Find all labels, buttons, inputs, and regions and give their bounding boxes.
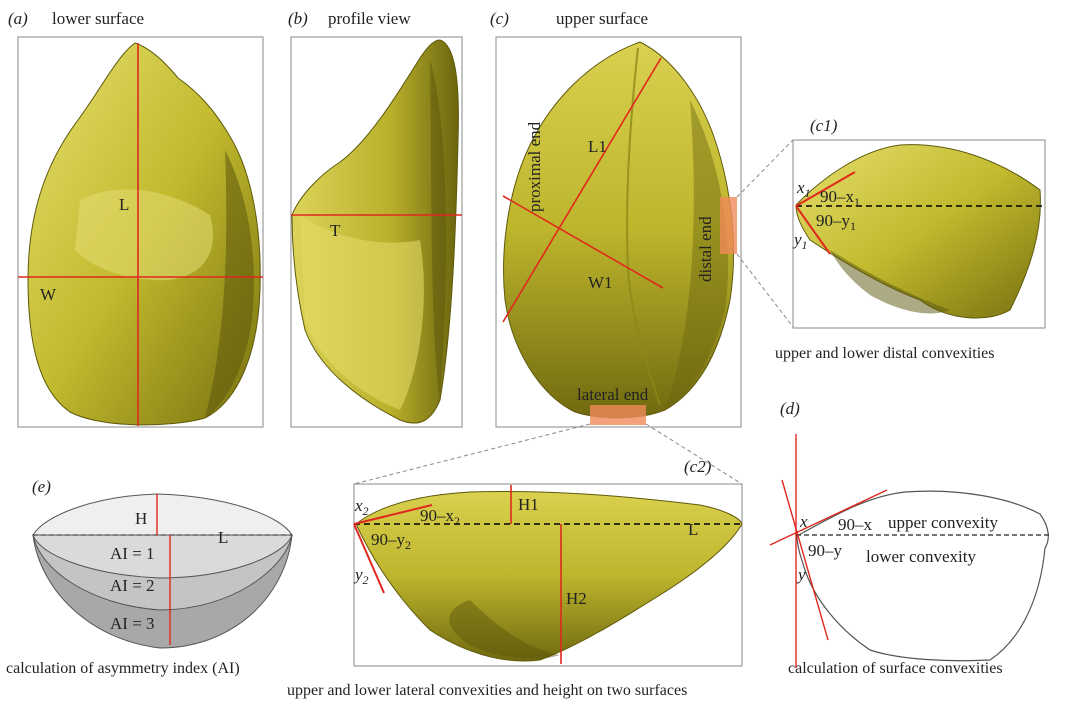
panel-c: (c) upper surface L1 W1 proximal end dis…	[490, 9, 742, 428]
upper-surface-ridge	[626, 47, 661, 406]
c1-label-90-x: 90–x1	[820, 187, 860, 209]
lower-surface-facet	[75, 189, 214, 281]
lateral-lower-tangent	[353, 523, 385, 594]
panel-e: (e) H L AI = 1 AI = 2 AI = 3 calculation…	[6, 477, 293, 677]
panel-c1: (c1) x1 90–x1 90–y1 y1 upper and lower d…	[736, 116, 1046, 362]
panel-a-tag: (a)	[8, 9, 28, 28]
panel-c2: (c2) x2 90–x2 90–y2 y2 H1 H2 L upper and…	[287, 423, 743, 699]
lower-surface-shadow	[205, 150, 254, 418]
label-lateral-end: lateral end	[577, 385, 649, 404]
zoom-line-c1-top	[736, 139, 794, 198]
measure-W1-line	[502, 195, 664, 289]
convexity-outline	[796, 490, 1049, 662]
panel-c-title: upper surface	[556, 9, 648, 28]
ai-upper-surface	[32, 493, 293, 536]
distal-stone	[795, 144, 1041, 319]
zoom-line-c1-bottom	[736, 253, 794, 328]
profile-view-shadow	[430, 60, 446, 400]
lateral-upper-tangent	[353, 504, 433, 525]
upper-surface-shadow	[665, 100, 729, 410]
e-label-H: H	[135, 509, 147, 528]
e-label-ai1: AI = 1	[110, 544, 155, 563]
label-proximal-end: proximal end	[525, 121, 544, 212]
lateral-end-highlight	[590, 405, 646, 425]
d-label-lower: lower convexity	[866, 547, 976, 566]
c1-label-90-y: 90–y1	[816, 211, 856, 233]
e-caption: calculation of asymmetry index (AI)	[6, 660, 240, 677]
c2-label-L: L	[688, 520, 698, 539]
d-caption: calculation of surface convexities	[788, 660, 1003, 677]
measure-L1-line	[502, 57, 662, 323]
c1-label-y: y1	[792, 230, 808, 252]
d-label-x: x	[799, 512, 808, 531]
label-W: W	[40, 285, 57, 304]
panel-d-tag: (d)	[780, 399, 800, 418]
distal-stone-shadow	[830, 250, 950, 314]
e-label-L: L	[218, 528, 228, 547]
c2-label-90-x: 90–x2	[420, 506, 460, 528]
d-label-y: y	[796, 565, 806, 584]
zoom-line-c2-left	[353, 423, 591, 485]
lateral-stone	[355, 491, 743, 662]
label-distal-end: distal end	[696, 216, 715, 282]
c2-label-H1: H1	[518, 495, 539, 514]
panel-a: (a) lower surface L W	[8, 9, 264, 428]
panel-c1-frame	[792, 139, 1046, 329]
profile-view-facet	[300, 215, 424, 410]
c1-label-x: x1	[796, 178, 811, 200]
lateral-stone-shadow	[449, 600, 560, 659]
c2-label-90-y: 90–y2	[371, 530, 411, 552]
c2-label-H2: H2	[566, 589, 587, 608]
distal-lower-tangent	[795, 205, 831, 255]
d-label-90-y: 90–y	[808, 541, 843, 560]
label-W1: W1	[588, 273, 613, 292]
panel-c-tag: (c)	[490, 9, 509, 28]
e-label-ai3: AI = 3	[110, 614, 155, 633]
distal-end-highlight	[720, 197, 737, 254]
distal-upper-tangent	[795, 171, 856, 207]
d-label-90-x: 90–x	[838, 515, 873, 534]
panel-b-frame	[290, 36, 463, 428]
c2-caption: upper and lower lateral convexities and …	[287, 682, 687, 699]
panel-a-frame	[17, 36, 264, 428]
d-lower-tangent	[781, 479, 829, 641]
ai-layer-1	[32, 534, 293, 579]
label-T: T	[330, 221, 341, 240]
panel-e-tag: (e)	[32, 477, 51, 496]
d-upper-tangent	[769, 489, 888, 546]
e-label-ai2: AI = 2	[110, 576, 155, 595]
panel-a-title: lower surface	[52, 9, 144, 28]
panel-c2-frame	[353, 483, 743, 667]
panel-b-title: profile view	[328, 9, 411, 28]
panel-b: (b) profile view T	[288, 9, 463, 428]
d-label-upper: upper convexity	[888, 513, 998, 532]
c1-caption: upper and lower distal convexities	[775, 345, 995, 362]
c2-label-x: x2	[354, 496, 369, 518]
label-L1: L1	[588, 137, 607, 156]
panel-c-frame	[495, 36, 742, 428]
label-L: L	[119, 195, 129, 214]
panel-c2-tag: (c2)	[684, 457, 712, 476]
zoom-line-c2-right	[645, 423, 743, 485]
panel-d: (d) x 90–x upper convexity 90–y lower co…	[769, 399, 1050, 677]
c2-label-y: y2	[353, 565, 369, 587]
panel-b-tag: (b)	[288, 9, 308, 28]
panel-c1-tag: (c1)	[810, 116, 838, 135]
